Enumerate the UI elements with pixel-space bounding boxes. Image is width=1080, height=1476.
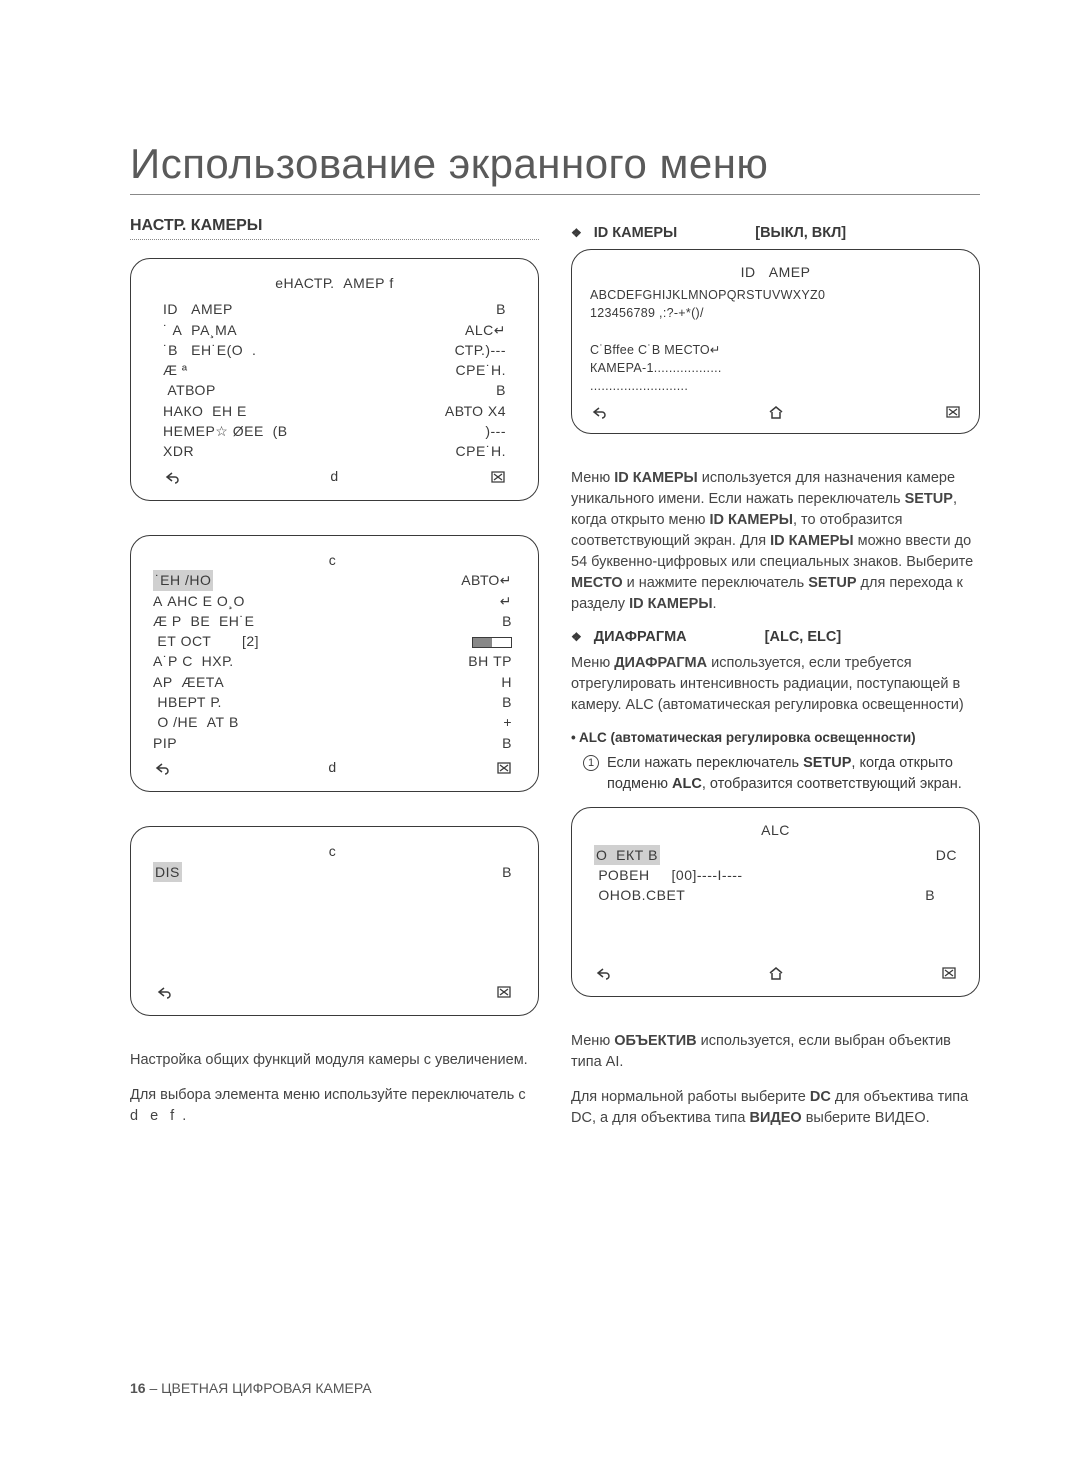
menu-row: ОНОВ.СВЕТВ: [594, 885, 957, 905]
right-p2: Меню ДИАФРАГМА используется, если требуе…: [571, 653, 980, 716]
idbox-line2: 123456789 ,:?-+*()/: [590, 304, 961, 322]
menu-row: Æ Р ВЕ ЕН˙ЕВ: [153, 611, 512, 631]
sub-heading-id: ❖ ID КАМЕРЫ [ВЫКЛ, ВКЛ]: [571, 225, 980, 241]
menu-row: АР ÆЕТАН: [153, 672, 512, 692]
menu-row: О ЕКТ ВDC: [594, 845, 957, 865]
box2-title: c: [153, 550, 512, 570]
alcbox-title: ALC: [594, 820, 957, 840]
menu-row: ˙ЕН /НОАВТО↵: [153, 570, 512, 590]
id-camera-box: ID АМЕР ABCDEFGHIJKLMNOPQRSTUVWXYZ0 1234…: [571, 249, 980, 434]
menu-row: О /НЕ АТ В+: [153, 712, 512, 732]
alc-bullet: • ALC (автоматическая регулировка освеще…: [571, 730, 980, 745]
idbox-line5: ..........................: [590, 377, 961, 395]
box2-footer-d: d: [169, 757, 496, 777]
menu-row: ЕТ ОСТ [2]: [153, 631, 512, 651]
home-icon: [768, 962, 784, 982]
left-column: НАСТР. КАМЕРЫ eНАСТР. АМЕР f ID АМЕРВ˙ А…: [130, 217, 539, 1143]
idbox-line4: КАМЕРА-1..................: [590, 359, 961, 377]
right-p1: Меню ID КАМЕРЫ используется для назначен…: [571, 468, 980, 615]
page-footer: 16 – ЦВЕТНАЯ ЦИФРОВАЯ КАМЕРА: [130, 1380, 372, 1396]
idbox-line3: С˙Вffее С˙В МЕСТО↵: [590, 341, 961, 359]
menu-row: А˙Р С НХР.ВН ТР: [153, 651, 512, 671]
menu-row: НВЕРТ Р.В: [153, 692, 512, 712]
undo-icon: [163, 466, 179, 486]
menu-box-1: eНАСТР. АМЕР f ID АМЕРВ˙ А РА¸МАALC↵˙В Е…: [130, 258, 539, 501]
diamond-icon: ❖: [571, 226, 582, 240]
menu-row: РОВЕН [00]----I----: [594, 865, 957, 885]
undo-icon: [590, 401, 606, 421]
left-para-2: Для выбора элемента меню используйте пер…: [130, 1085, 539, 1127]
left-para-1: Настройка общих функций модуля камеры с …: [130, 1050, 539, 1071]
page-title: Использование экранного меню: [130, 140, 980, 195]
box1-title: eНАСТР. АМЕР f: [163, 273, 506, 293]
circled-1-icon: 1: [583, 755, 599, 771]
idbox-line1: ABCDEFGHIJKLMNOPQRSTUVWXYZ0: [590, 286, 961, 304]
box1-footer-d: d: [179, 466, 490, 486]
alc-box: ALC О ЕКТ ВDC РОВЕН [00]----I---- ОНОВ.С…: [571, 807, 980, 997]
menu-row: ˙В ЕН˙Е(О .СТР.)---: [163, 340, 506, 360]
close-icon: [941, 962, 957, 982]
menu-row: XDRСРЕ˙Н.: [163, 441, 506, 461]
diamond-icon: ❖: [571, 630, 582, 644]
home-icon: [768, 401, 784, 421]
close-icon: [945, 401, 961, 421]
menu-row: А АНС Е О¸О↵: [153, 591, 512, 611]
right-p4: Для нормальной работы выберите DC для об…: [571, 1087, 980, 1129]
right-column: ❖ ID КАМЕРЫ [ВЫКЛ, ВКЛ] ID АМЕР ABCDEFGH…: [571, 217, 980, 1143]
undo-icon: [153, 757, 169, 777]
menu-box-2: c ˙ЕН /НОАВТО↵А АНС Е О¸О↵Æ Р ВЕ ЕН˙ЕВ Е…: [130, 535, 539, 792]
menu-row: DISВ: [153, 862, 512, 882]
menu-row: ID АМЕРВ: [163, 299, 506, 319]
numbered-1: 1 Если нажать переключатель SETUP, когда…: [583, 753, 980, 795]
menu-box-3: c DISВ: [130, 826, 539, 1016]
close-icon: [496, 757, 512, 777]
idbox-title: ID АМЕР: [590, 262, 961, 282]
undo-icon: [155, 981, 171, 1001]
sub-heading-iris: ❖ ДИАФРАГМА [ALC, ELC]: [571, 629, 980, 645]
menu-row: PIPВ: [153, 733, 512, 753]
close-icon: [496, 981, 512, 1001]
menu-row: НАКО ЕН ЕАВТО Х4: [163, 401, 506, 421]
close-icon: [490, 466, 506, 486]
menu-row: НЕМЕР☆ ØЕЕ (В)---: [163, 421, 506, 441]
right-p3: Меню ОБЪЕКТИВ используется, если выбран …: [571, 1031, 980, 1073]
section-heading: НАСТР. КАМЕРЫ: [130, 217, 539, 240]
menu-row: Æ ªСРЕ˙Н.: [163, 360, 506, 380]
menu-row: АТВОРВ: [163, 380, 506, 400]
box3-title: c: [153, 841, 512, 861]
menu-row: ˙ А РА¸МАALC↵: [163, 320, 506, 340]
undo-icon: [594, 962, 610, 982]
